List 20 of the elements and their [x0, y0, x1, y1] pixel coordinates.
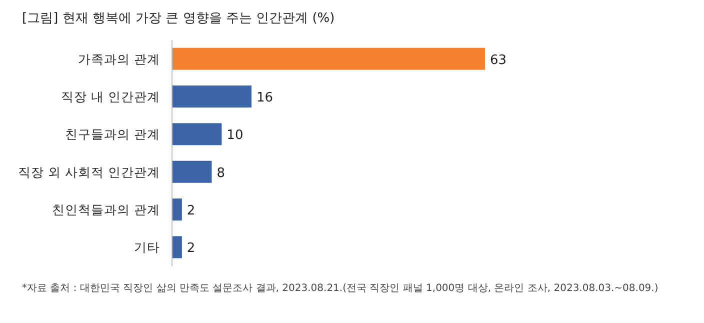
y-tick-label: 가족과의 관계 — [78, 51, 160, 66]
data-label: 63 — [490, 52, 507, 68]
data-label: 2 — [186, 204, 196, 218]
y-tick-label: 기타 — [134, 240, 160, 255]
y-tick-label: 친구들과의 관계 — [65, 126, 160, 142]
y-tick-label: 직장 내 인간관계 — [61, 89, 160, 104]
y-tick-label: 직장 외 사회적 인간관계 — [18, 164, 160, 180]
bar — [172, 198, 182, 220]
chart-title: [그림] 현재 행복에 가장 큰 영향을 주는 인간관계 (%) — [22, 11, 335, 26]
bar — [172, 123, 222, 146]
y-tick-label: 친인척들과의 관계 — [52, 202, 160, 217]
text: *자료 출처 : 대한민국 직장인 삶의 만족도 설문조사 결과, 2023.08.21.(전국 직장인 패널 1,000명 대상, 온라인 조사, 2023.08.03.~08.09.) — [22, 283, 658, 294]
data-label: 2 — [186, 241, 196, 256]
data-label: 8 — [216, 166, 226, 181]
data-label: 16 — [256, 90, 274, 106]
bar — [172, 48, 485, 70]
bar — [172, 236, 182, 258]
bar — [172, 86, 252, 108]
data-label: 10 — [226, 128, 244, 144]
bar — [172, 160, 212, 183]
